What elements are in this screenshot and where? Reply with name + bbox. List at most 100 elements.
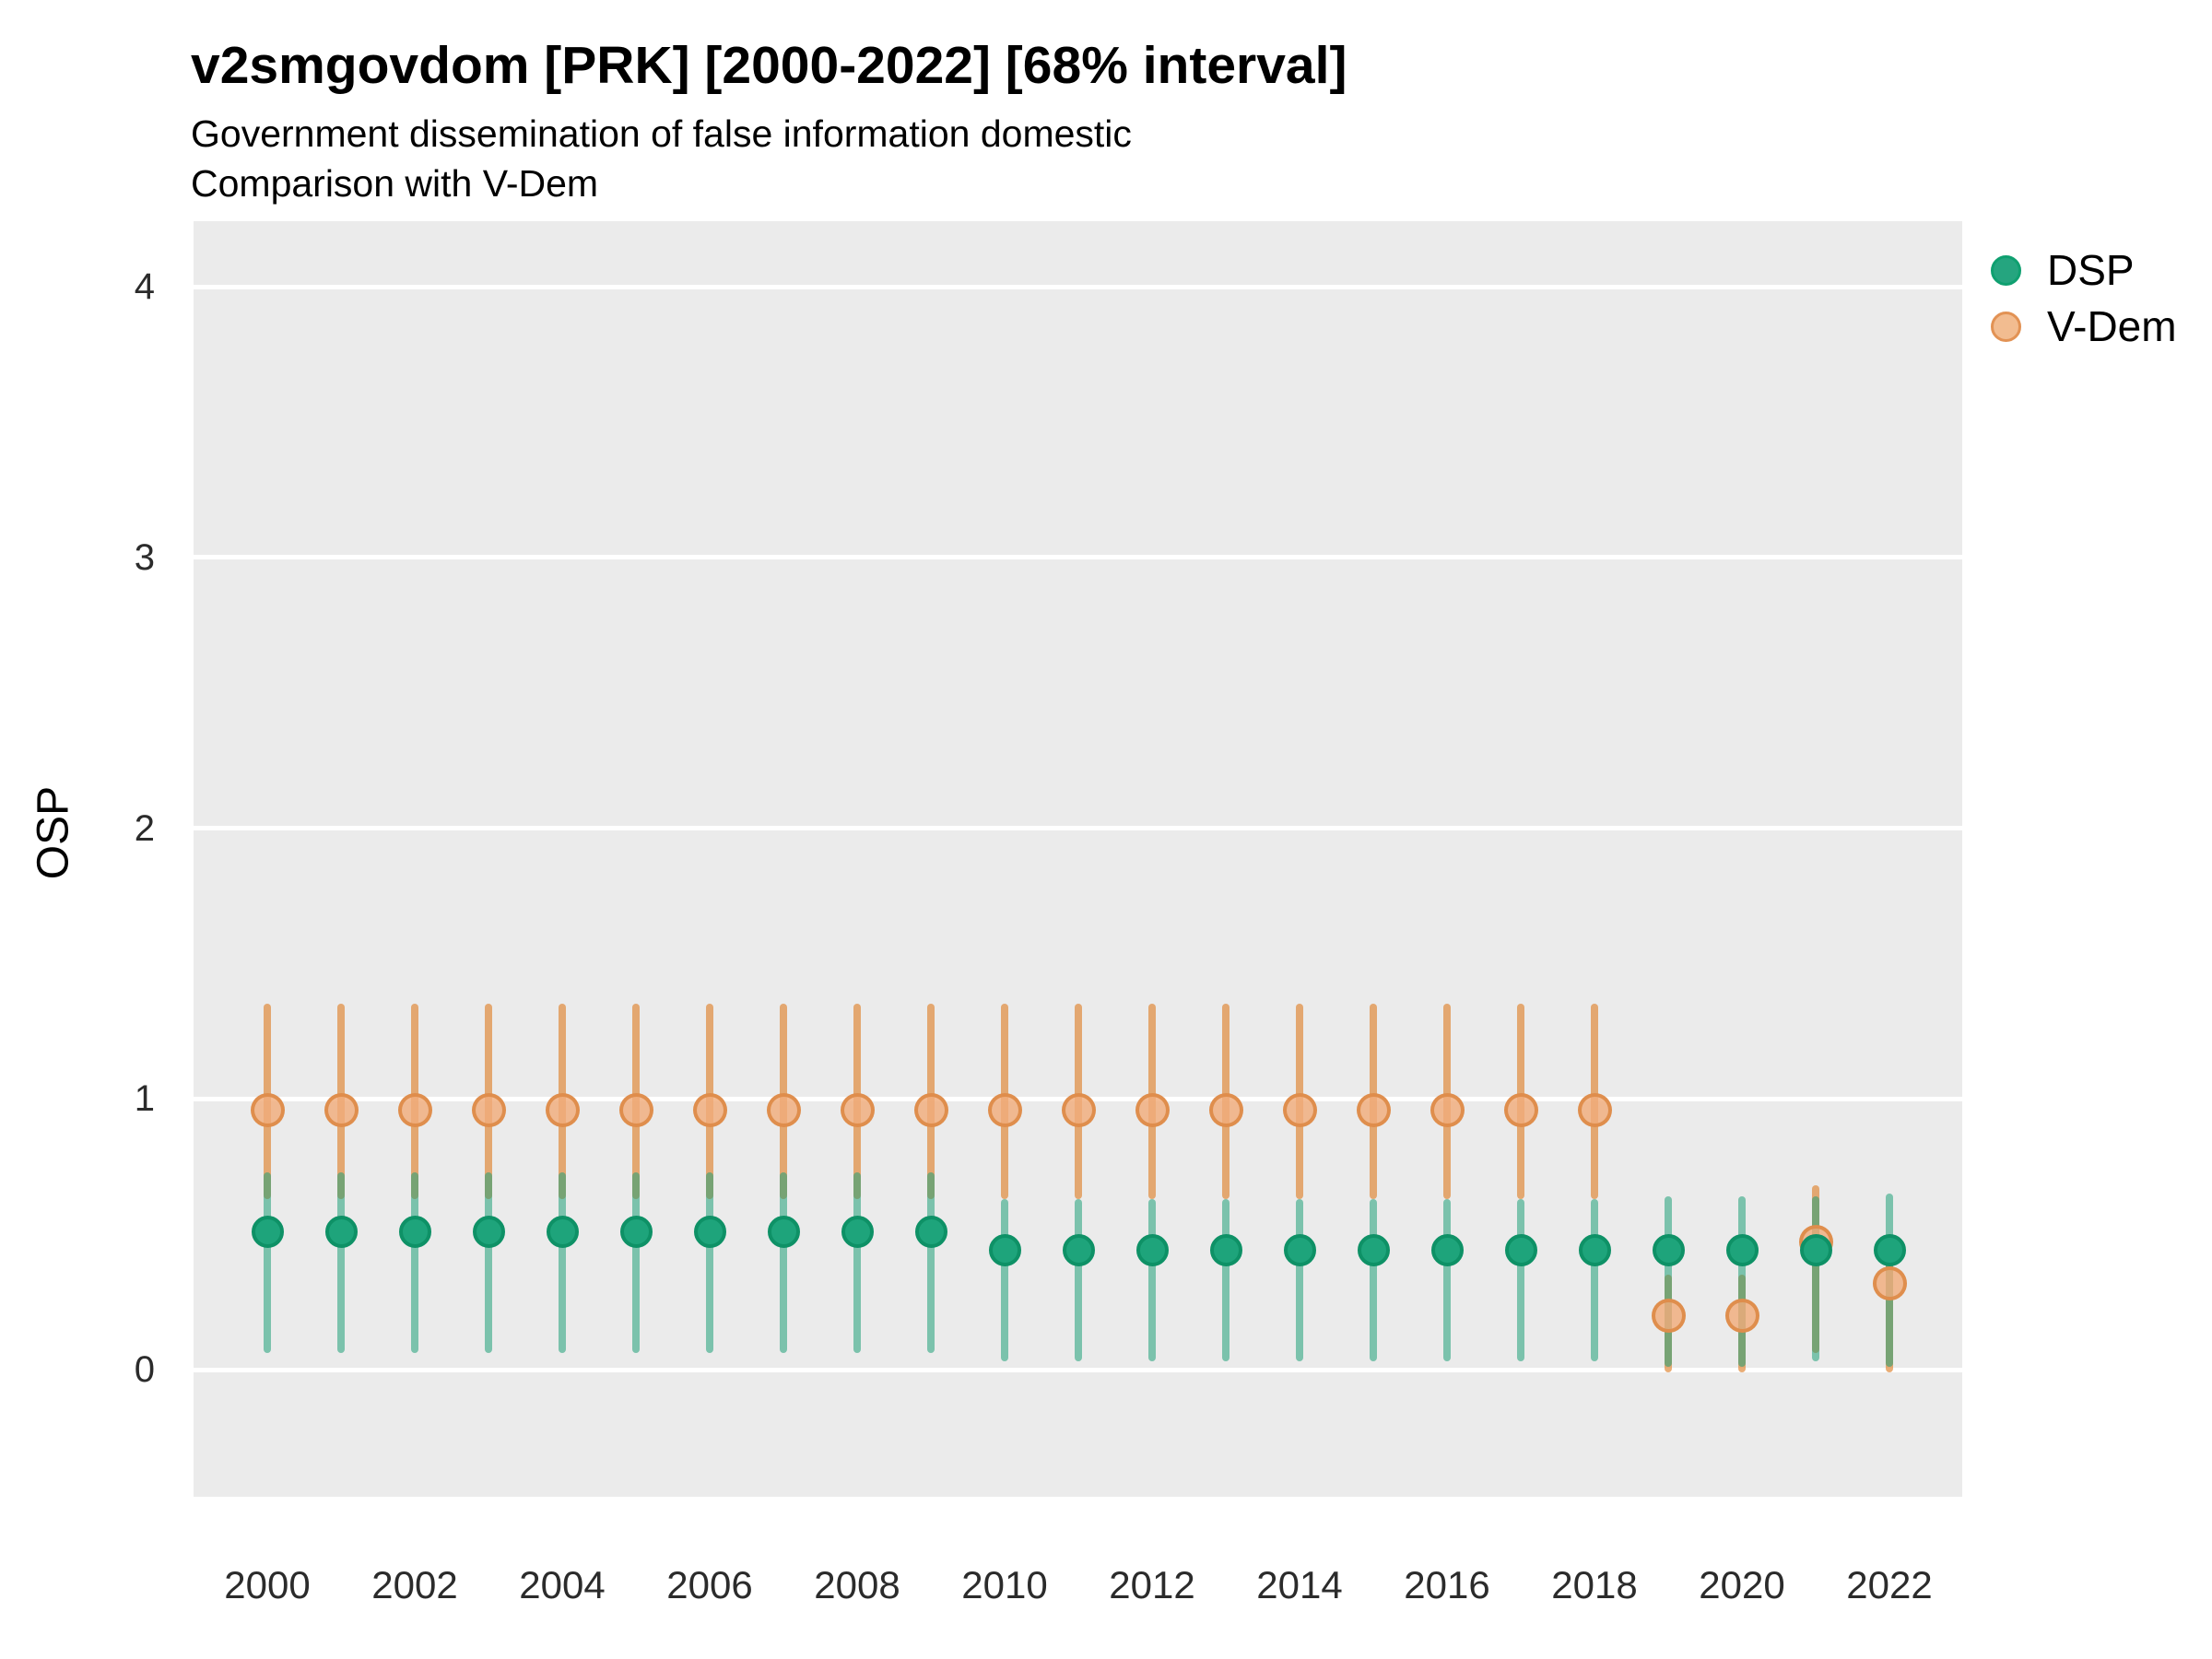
- point-vdem-2008: [840, 1092, 875, 1127]
- point-vdem-2015: [1356, 1092, 1391, 1127]
- x-tick-label-2014: 2014: [1256, 1563, 1343, 1606]
- error-bar-dsp-2005: [632, 1171, 640, 1354]
- point-vdem-2005: [618, 1092, 653, 1127]
- chart-title: v2smgovdom [PRK] [2000-2022] [68% interv…: [191, 36, 1347, 95]
- error-bar-dsp-2013: [1222, 1198, 1230, 1362]
- legend-label-vdem: V-Dem: [2047, 302, 2177, 350]
- x-tick-label-2004: 2004: [519, 1563, 606, 1606]
- error-bar-dsp-2014: [1296, 1198, 1303, 1362]
- dsp-point-icon: [1991, 254, 2021, 286]
- point-dsp-2017: [1504, 1234, 1537, 1267]
- y-tick-label-3: 3: [134, 536, 155, 578]
- error-bar-dsp-2018: [1591, 1198, 1598, 1362]
- point-vdem-2009: [913, 1092, 948, 1127]
- point-dsp-2016: [1430, 1234, 1464, 1267]
- x-tick-label-2016: 2016: [1404, 1563, 1490, 1606]
- gridline-y-3: [194, 555, 1962, 560]
- point-dsp-2010: [988, 1234, 1021, 1267]
- error-bar-dsp-2017: [1517, 1198, 1524, 1362]
- error-bar-dsp-2001: [337, 1171, 345, 1354]
- point-vdem-2020: [1724, 1298, 1759, 1333]
- error-bar-dsp-2009: [927, 1171, 935, 1354]
- point-dsp-2015: [1357, 1234, 1390, 1267]
- point-dsp-2013: [1209, 1234, 1242, 1267]
- point-vdem-2006: [692, 1092, 727, 1127]
- x-tick-label-2000: 2000: [224, 1563, 311, 1606]
- plot-panel: [194, 221, 1962, 1497]
- point-vdem-2019: [1651, 1298, 1686, 1333]
- point-dsp-2018: [1578, 1234, 1611, 1267]
- chart-subtitle-2: Comparison with V-Dem: [191, 162, 599, 205]
- error-bar-dsp-2008: [853, 1171, 861, 1354]
- gridline-y-4: [194, 284, 1962, 289]
- gridline-y-0: [194, 1367, 1962, 1372]
- point-vdem-2000: [250, 1092, 285, 1127]
- point-vdem-2001: [324, 1092, 359, 1127]
- point-vdem-2013: [1208, 1092, 1243, 1127]
- y-tick-label-1: 1: [134, 1078, 155, 1120]
- x-tick-label-2006: 2006: [666, 1563, 753, 1606]
- x-tick-label-2002: 2002: [371, 1563, 458, 1606]
- error-bar-dsp-2003: [485, 1171, 492, 1354]
- legend-item-vdem: V-Dem: [1991, 303, 2177, 349]
- x-tick-label-2008: 2008: [814, 1563, 900, 1606]
- error-bar-dsp-2019: [1665, 1196, 1672, 1368]
- gridline-y-2: [194, 826, 1962, 830]
- error-bar-dsp-2015: [1370, 1198, 1377, 1362]
- point-dsp-2003: [472, 1215, 505, 1248]
- legend-label-dsp: DSP: [2047, 246, 2135, 294]
- error-bar-dsp-2006: [706, 1171, 713, 1354]
- vdem-point-icon: [1991, 311, 2021, 342]
- point-dsp-2004: [546, 1215, 579, 1248]
- y-tick-label-0: 0: [134, 1349, 155, 1390]
- point-vdem-2012: [1135, 1092, 1170, 1127]
- y-tick-label-2: 2: [134, 807, 155, 849]
- point-dsp-2001: [324, 1215, 358, 1248]
- chart-subtitle: Government dissemination of false inform…: [191, 112, 1132, 155]
- legend-item-dsp: DSP: [1991, 247, 2177, 293]
- point-dsp-2014: [1283, 1234, 1316, 1267]
- x-tick-label-2010: 2010: [961, 1563, 1048, 1606]
- legend: DSP V-Dem: [1991, 247, 2177, 359]
- error-bar-dsp-2007: [780, 1171, 787, 1354]
- point-dsp-2006: [693, 1215, 726, 1248]
- point-vdem-2011: [1061, 1092, 1096, 1127]
- point-dsp-2002: [398, 1215, 431, 1248]
- point-dsp-2021: [1799, 1234, 1832, 1267]
- error-bar-dsp-2016: [1443, 1198, 1451, 1362]
- point-dsp-2007: [767, 1215, 800, 1248]
- x-tick-label-2018: 2018: [1551, 1563, 1638, 1606]
- point-vdem-2002: [397, 1092, 432, 1127]
- point-dsp-2022: [1873, 1234, 1906, 1267]
- point-vdem-2014: [1282, 1092, 1317, 1127]
- error-bar-dsp-2021: [1812, 1196, 1819, 1362]
- point-dsp-2005: [619, 1215, 653, 1248]
- point-dsp-2019: [1652, 1234, 1685, 1267]
- y-tick-label-4: 4: [134, 266, 155, 307]
- point-vdem-2022: [1872, 1265, 1907, 1300]
- error-bar-dsp-2020: [1738, 1196, 1746, 1368]
- point-vdem-2017: [1503, 1092, 1538, 1127]
- point-vdem-2016: [1430, 1092, 1465, 1127]
- error-bar-dsp-2002: [411, 1171, 418, 1354]
- error-bar-dsp-2000: [264, 1171, 271, 1354]
- x-tick-label-2020: 2020: [1699, 1563, 1785, 1606]
- point-dsp-2011: [1062, 1234, 1095, 1267]
- point-dsp-2008: [841, 1215, 874, 1248]
- error-bar-dsp-2011: [1075, 1198, 1082, 1362]
- point-vdem-2018: [1577, 1092, 1612, 1127]
- point-dsp-2000: [251, 1215, 284, 1248]
- error-bar-dsp-2012: [1148, 1198, 1156, 1362]
- point-dsp-2009: [914, 1215, 947, 1248]
- x-tick-label-2022: 2022: [1846, 1563, 1933, 1606]
- error-bar-dsp-2010: [1001, 1198, 1008, 1362]
- point-vdem-2004: [545, 1092, 580, 1127]
- point-vdem-2010: [987, 1092, 1022, 1127]
- point-dsp-2020: [1725, 1234, 1759, 1267]
- point-dsp-2012: [1135, 1234, 1169, 1267]
- error-bar-dsp-2004: [559, 1171, 566, 1354]
- point-vdem-2007: [766, 1092, 801, 1127]
- point-vdem-2003: [471, 1092, 506, 1127]
- x-tick-label-2012: 2012: [1109, 1563, 1195, 1606]
